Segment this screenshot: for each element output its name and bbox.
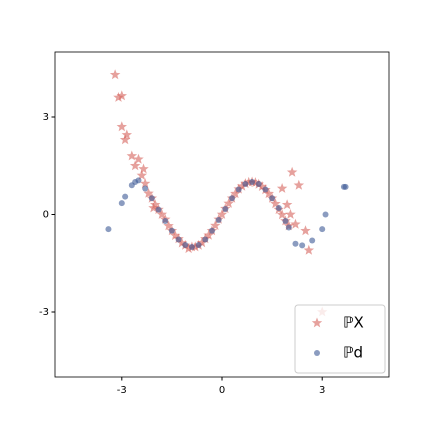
star-marker (139, 178, 151, 189)
circle-marker (155, 206, 162, 213)
star-marker (290, 218, 301, 229)
circle-marker (319, 226, 326, 233)
star-marker (285, 209, 296, 219)
x-tick-label: -3 (117, 385, 127, 396)
star-marker (196, 237, 208, 248)
star-marker (121, 129, 132, 140)
star-marker (250, 177, 261, 188)
circle-marker (285, 224, 292, 231)
star-marker (303, 244, 315, 255)
y-tick-label: 3 (43, 112, 49, 123)
star-marker (276, 209, 288, 220)
star-marker (183, 243, 194, 254)
circle-marker (292, 240, 299, 247)
circle-marker (314, 350, 320, 356)
circle-marker (148, 195, 155, 202)
circle-marker (222, 205, 229, 212)
circle-marker (118, 200, 125, 207)
legend-label: ℙX (343, 314, 364, 332)
star-marker (138, 163, 149, 174)
star-marker (203, 229, 214, 240)
circle-marker (255, 180, 262, 187)
star-marker (133, 153, 144, 164)
star-marker (216, 209, 228, 219)
star-marker (163, 220, 174, 231)
circle-marker (262, 186, 269, 193)
y-tick-label: -3 (39, 307, 49, 318)
circle-marker (195, 242, 202, 249)
legend-box (294, 304, 386, 374)
circle-marker (282, 218, 289, 224)
star-marker (210, 220, 221, 230)
star-marker (116, 121, 127, 132)
circle-marker (309, 237, 316, 244)
star-marker (150, 199, 161, 210)
legend: ℙX ℙd (294, 304, 386, 374)
star-marker (129, 160, 141, 171)
star-marker (276, 183, 288, 193)
star-marker (109, 69, 121, 80)
star-marker (281, 199, 293, 210)
star-marker (270, 198, 281, 209)
star-marker (300, 225, 311, 236)
circle-marker (135, 177, 142, 184)
legend-label: ℙd (343, 344, 363, 362)
star-marker (236, 180, 248, 191)
star-marker (311, 317, 323, 328)
circle-marker (269, 195, 276, 202)
circle-marker (188, 244, 195, 250)
circle-marker (340, 183, 347, 190)
star-marker (170, 230, 181, 241)
star-marker (156, 209, 168, 219)
star-marker (286, 166, 298, 177)
star-marker (176, 237, 188, 248)
star-marker (113, 92, 124, 102)
circle-marker (182, 242, 189, 249)
star-marker (136, 170, 148, 180)
circle-marker (208, 227, 215, 234)
circle-marker (249, 179, 256, 185)
y-tick-label: 0 (43, 210, 49, 221)
circle-marker (242, 180, 249, 187)
star-marker (143, 187, 154, 198)
circle-marker (162, 218, 169, 224)
circle-marker (105, 226, 112, 233)
star-marker (293, 179, 305, 190)
star-marker (119, 134, 131, 145)
star-marker (223, 197, 234, 208)
circle-marker (215, 217, 222, 224)
star-marker (230, 188, 241, 199)
plot-area (105, 69, 349, 317)
star-marker (148, 202, 159, 213)
circle-marker (229, 195, 236, 202)
star-marker (256, 181, 268, 191)
star-marker (190, 241, 201, 252)
x-tick-label: 3 (319, 385, 325, 396)
star-marker (263, 188, 274, 199)
circle-marker (299, 242, 306, 249)
circle-marker (142, 185, 149, 192)
circle-marker (275, 205, 282, 211)
star-marker (116, 90, 127, 101)
circle-marker (122, 193, 129, 200)
x-tick-label: 0 (219, 385, 225, 396)
star-marker (126, 150, 138, 161)
circle-marker (322, 211, 329, 218)
circle-marker (235, 186, 242, 193)
circle-marker (202, 236, 209, 243)
circle-marker (175, 236, 182, 243)
circle-marker (168, 227, 175, 234)
